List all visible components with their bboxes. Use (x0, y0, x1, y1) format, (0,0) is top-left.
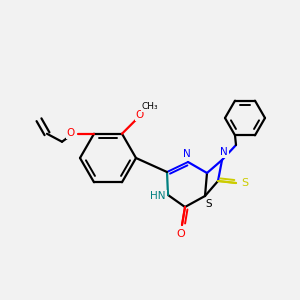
Text: CH₃: CH₃ (142, 102, 158, 111)
Text: O: O (136, 110, 144, 120)
Text: O: O (177, 229, 185, 239)
Text: O: O (67, 128, 75, 138)
Text: HN: HN (150, 191, 166, 201)
Text: S: S (206, 199, 212, 209)
Text: S: S (242, 178, 249, 188)
Text: N: N (220, 147, 228, 157)
Text: N: N (183, 149, 191, 159)
